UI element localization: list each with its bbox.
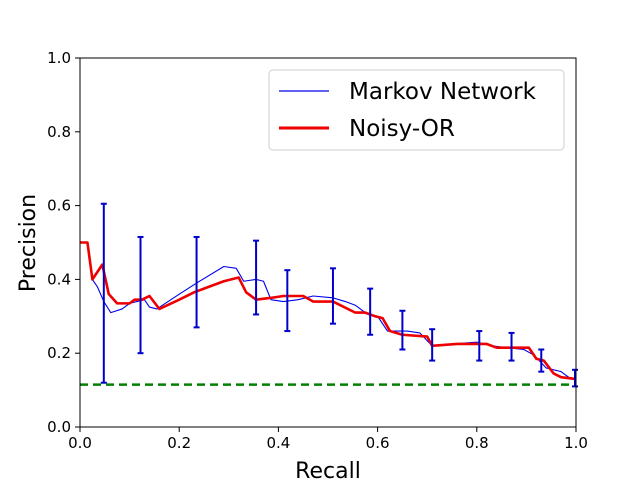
error-bar bbox=[137, 235, 144, 355]
x-axis-ticks: 0.0 0.2 0.4 0.6 0.8 1.0 bbox=[68, 427, 588, 452]
legend-label-markov-network: Markov Network bbox=[349, 79, 537, 105]
plot-area bbox=[80, 202, 579, 388]
axes-frame bbox=[79, 57, 577, 428]
error-bar bbox=[429, 328, 436, 362]
error-bar bbox=[572, 368, 579, 388]
error-bar bbox=[508, 331, 515, 362]
error-bar bbox=[476, 330, 483, 362]
x-tick-label: 0.4 bbox=[266, 434, 290, 452]
series-line-noisy-or bbox=[80, 241, 576, 381]
y-tick-label: 0.8 bbox=[47, 123, 71, 141]
x-tick-label: 1.0 bbox=[564, 434, 588, 452]
y-tick-label: 0.0 bbox=[47, 418, 71, 436]
error-bar bbox=[193, 235, 200, 329]
error-bar bbox=[329, 267, 336, 325]
error-bar bbox=[253, 239, 260, 316]
error-bar bbox=[284, 269, 291, 333]
series-layer bbox=[80, 241, 576, 386]
x-axis-title: Recall bbox=[295, 459, 361, 480]
legend: Markov Network Noisy-OR bbox=[268, 69, 565, 151]
y-tick-label: 0.6 bbox=[47, 197, 71, 215]
error-bar bbox=[100, 202, 107, 384]
x-tick-label: 0.8 bbox=[465, 434, 489, 452]
error-bar bbox=[538, 348, 545, 373]
y-tick-label: 0.2 bbox=[47, 344, 71, 362]
x-tick-label: 0.2 bbox=[167, 434, 191, 452]
error-bar bbox=[367, 287, 374, 336]
y-axis-title: Precision bbox=[16, 194, 41, 292]
x-tick-label: 0.0 bbox=[68, 434, 92, 452]
error-bar bbox=[399, 309, 406, 351]
y-axis-ticks: 0.0 0.2 0.4 0.6 0.8 1.0 bbox=[47, 49, 80, 436]
x-tick-label: 0.6 bbox=[366, 434, 390, 452]
legend-box bbox=[268, 69, 565, 151]
y-tick-label: 1.0 bbox=[47, 49, 71, 67]
error-bar-layer bbox=[100, 202, 579, 388]
y-tick-label: 0.4 bbox=[47, 270, 71, 288]
legend-label-noisy-or: Noisy-OR bbox=[349, 116, 455, 142]
